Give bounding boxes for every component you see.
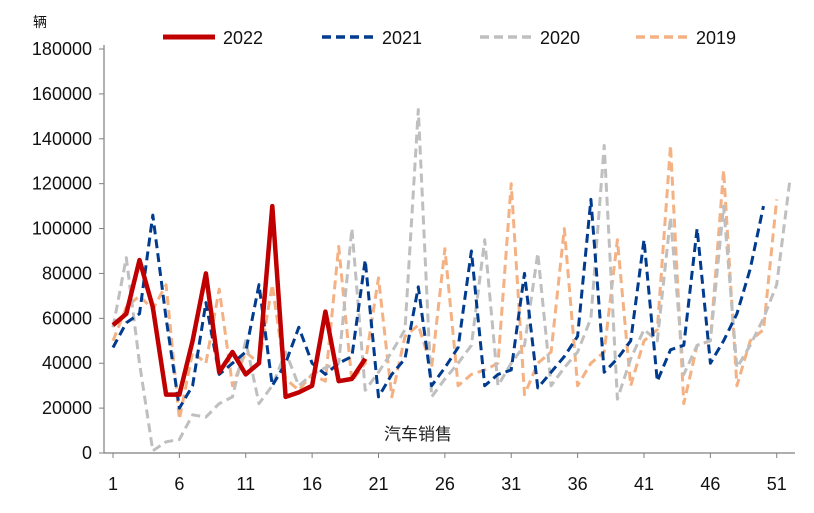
y-tick-label: 20000 (42, 398, 92, 418)
series-line-2022 (111, 203, 368, 400)
y-tick-label: 100000 (32, 219, 92, 239)
y-tick-label: 180000 (32, 39, 92, 59)
series-line-2019 (111, 144, 779, 421)
y-tick-label: 0 (82, 443, 92, 463)
x-tick-label: 1 (108, 474, 118, 494)
x-tick-label: 11 (236, 474, 255, 494)
y-tick-label: 120000 (32, 174, 92, 194)
legend-label-2022: 2022 (223, 28, 263, 48)
y-tick-label: 40000 (42, 353, 92, 373)
x-tick-label: 21 (368, 474, 388, 494)
x-tick-label: 31 (501, 474, 521, 494)
x-tick-label: 6 (174, 474, 184, 494)
x-tick-label: 36 (568, 474, 588, 494)
y-tick-label: 140000 (32, 129, 92, 149)
x-tick-label: 51 (767, 474, 787, 494)
legend: 2022 2021 2020 2019 (163, 28, 736, 48)
y-tick-label: 80000 (42, 263, 92, 283)
legend-label-2020: 2020 (540, 28, 580, 48)
y-axis-unit-label: 辆 (33, 15, 47, 31)
y-tick-label: 160000 (32, 84, 92, 104)
x-tick-label: 41 (634, 474, 654, 494)
series-layer (111, 108, 792, 453)
x-tick-label: 16 (302, 474, 322, 494)
x-tick-label: 46 (700, 474, 720, 494)
x-tick-label: 26 (435, 474, 455, 494)
legend-label-2019: 2019 (696, 28, 736, 48)
legend-label-2021: 2021 (382, 28, 422, 48)
chart-annotation: 汽车销售 (384, 425, 452, 445)
y-tick-label: 60000 (42, 308, 92, 328)
axes: 0 20000 40000 60000 80000 100000 120000 140000 1… (32, 39, 795, 494)
series-line-2020 (111, 108, 792, 453)
